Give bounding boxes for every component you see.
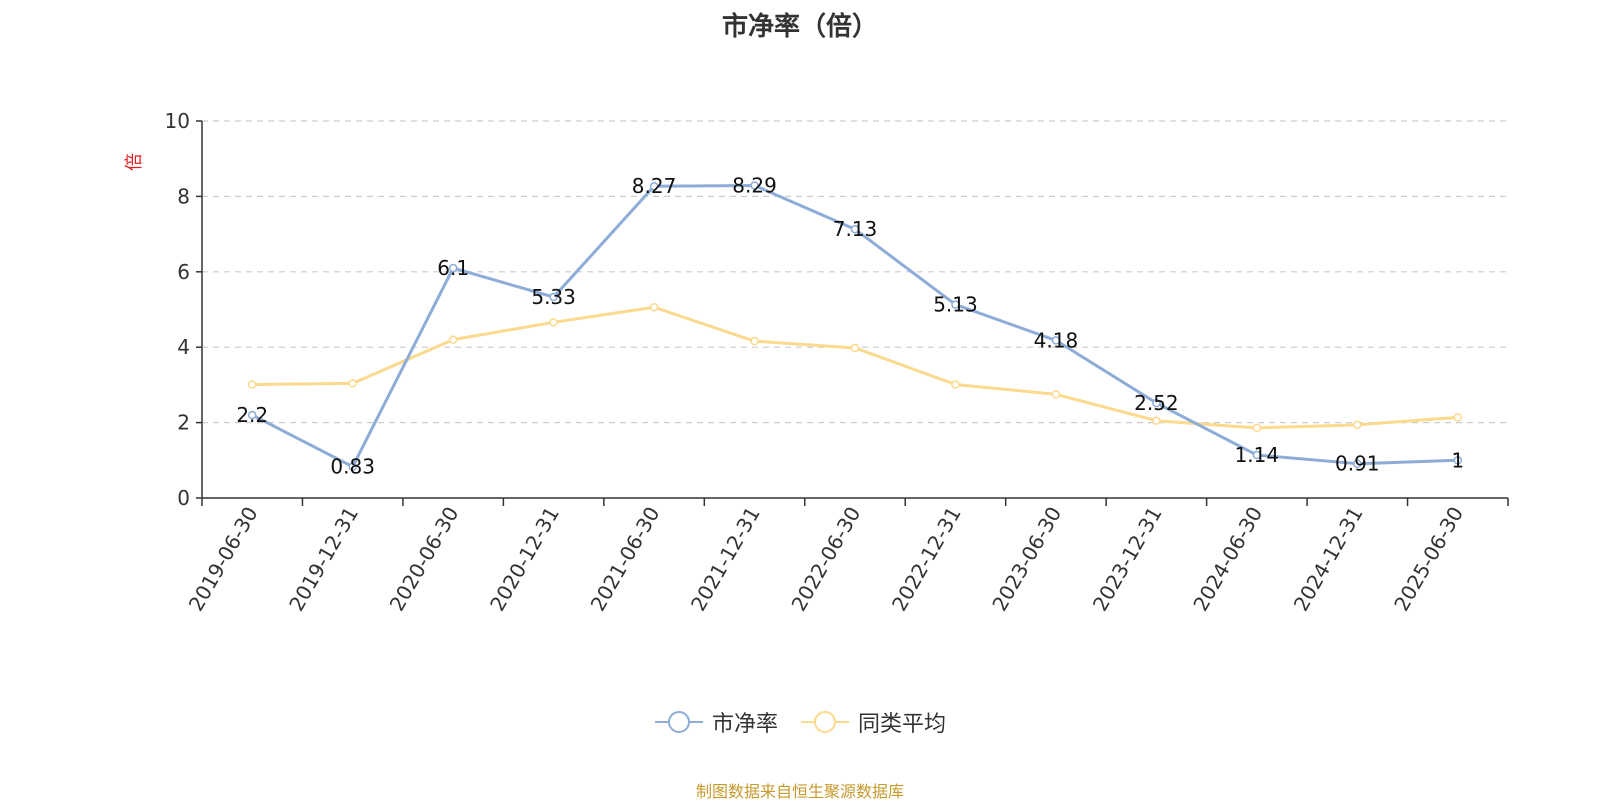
data-point [750, 336, 759, 346]
data-point [549, 292, 558, 302]
data-label: 0.91 [1335, 452, 1380, 476]
data-label: 0.83 [330, 455, 375, 479]
x-tick-label: 2025-06-30 [1389, 503, 1468, 616]
x-tick-label: 2023-12-31 [1088, 503, 1167, 616]
data-point [951, 380, 960, 389]
data-label: 5.13 [933, 293, 978, 317]
data-point [1453, 413, 1463, 422]
data-label: 8.29 [732, 173, 777, 197]
data-point [348, 379, 357, 388]
y-tick-label: 2 [177, 411, 190, 435]
data-point [247, 410, 257, 420]
data-point [247, 380, 257, 389]
data-label: 7.13 [833, 217, 878, 241]
data-point [951, 300, 960, 309]
data-label: 4.18 [1034, 328, 1079, 352]
y-tick-label: 0 [177, 486, 190, 510]
legend-item[interactable]: 同类平均 [800, 706, 946, 738]
data-point [1453, 456, 1463, 465]
x-tick-label: 2020-12-31 [485, 503, 564, 616]
x-tick-label: 2022-12-31 [887, 503, 966, 616]
y-tick-label: 4 [177, 335, 190, 359]
data-label: 6.1 [437, 256, 469, 280]
data-point [549, 318, 558, 327]
data-point [1152, 398, 1161, 408]
legend-item[interactable]: 市净率 [654, 706, 778, 738]
data-point [750, 181, 759, 190]
y-axis-label: 倍 [124, 153, 145, 171]
source-note: 制图数据来自恒生聚源数据库 [695, 782, 904, 801]
series-layer [247, 181, 1463, 471]
legend-symbol-icon [801, 711, 849, 733]
data-point [448, 263, 458, 273]
data-point [1353, 459, 1362, 468]
x-tick-label: 2019-06-30 [184, 503, 263, 616]
data-point [649, 181, 659, 191]
legend: 市净率 同类平均 [0, 706, 1600, 738]
legend-label: 同类平均 [858, 712, 947, 737]
legend-symbol-icon [654, 711, 703, 733]
x-tick-label: 2024-12-31 [1289, 503, 1368, 616]
data-label: 2.2 [236, 403, 268, 427]
x-tick-label: 2024-06-30 [1188, 503, 1267, 616]
x-tick-label: 2019-12-31 [284, 503, 363, 616]
data-point [850, 343, 860, 353]
legend-label: 市净率 [711, 712, 778, 737]
data-label: 2.52 [1134, 391, 1179, 415]
x-tick-label: 2022-06-30 [786, 503, 865, 616]
x-tick-label: 2020-06-30 [385, 502, 464, 615]
data-label: 1 [1451, 448, 1464, 472]
chart-title: 市净率（倍） [721, 12, 878, 42]
data-point [1252, 450, 1262, 460]
x-tick-label: 2021-12-31 [686, 503, 765, 616]
x-tick-label: 2021-06-30 [586, 503, 665, 616]
data-point [1353, 420, 1362, 430]
data-point [1051, 390, 1061, 399]
data-label-layer: 2.2 0.83 6.1 5.33 8.27 8.29 7.13 5.13 4.18 2.52 1.… [236, 173, 1464, 478]
data-label: 5.33 [531, 285, 576, 309]
data-point [448, 335, 458, 344]
y-tick-label: 10 [165, 109, 190, 133]
data-point [348, 462, 357, 471]
y-tick-label: 8 [177, 184, 190, 208]
x-tick-label: 2023-06-30 [987, 503, 1066, 616]
data-label: 8.27 [632, 174, 677, 198]
series-line [250, 305, 1460, 430]
data-point [850, 224, 860, 234]
data-point [1252, 423, 1262, 433]
data-label: 1.14 [1235, 443, 1280, 467]
axis-layer: 0 2 4 6 8 10 倍 2019-06-30 2019-12-31 2020-06-30 20… [124, 109, 1509, 616]
data-point [1152, 416, 1161, 425]
data-point [1051, 336, 1061, 345]
data-point [649, 302, 659, 312]
y-tick-label: 6 [177, 260, 190, 284]
